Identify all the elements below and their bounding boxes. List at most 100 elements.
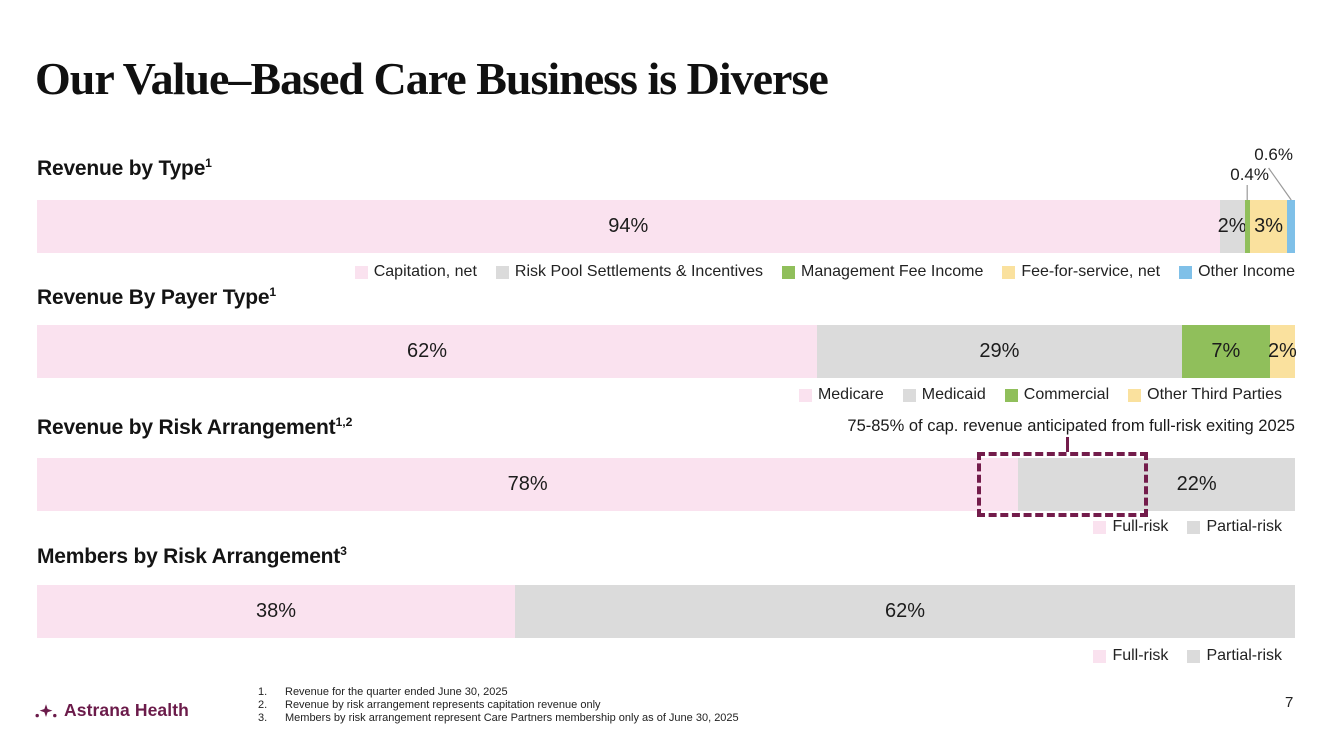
heading-superscript: 1 bbox=[269, 285, 277, 299]
legend-swatch bbox=[1128, 388, 1142, 402]
legend-item-full-risk: Full-risk bbox=[1093, 518, 1168, 536]
legend-label: Fee-for-service, net bbox=[1021, 263, 1161, 280]
callout-label-management-fee: 0.4% bbox=[1230, 165, 1269, 184]
legend-swatch bbox=[1002, 265, 1016, 279]
annotation-text: 75-85% of cap. revenue anticipated from … bbox=[847, 417, 1295, 435]
bar-segment-value: 22% bbox=[1176, 473, 1217, 495]
heading-text: Members by Risk Arrangement bbox=[37, 545, 341, 568]
heading-text: Revenue By Payer Type bbox=[37, 286, 270, 309]
legend-label: Full-risk bbox=[1112, 647, 1169, 664]
bar-segment-value: 38% bbox=[256, 600, 297, 622]
legend-swatch bbox=[782, 265, 796, 279]
footnote-item: 3. Members by risk arrangement represent … bbox=[258, 712, 739, 725]
bar-segment-value: 7% bbox=[1211, 340, 1241, 362]
heading-superscript: 3 bbox=[340, 544, 347, 558]
legend-swatch bbox=[1093, 649, 1107, 663]
legend-label: Medicare bbox=[817, 386, 884, 403]
stacked-bar: 38% 62% bbox=[37, 585, 1295, 638]
heading-text: Revenue by Type bbox=[37, 157, 206, 180]
bar-segment-management-fee-income bbox=[1244, 200, 1250, 253]
revenue-by-payer-type-legend: Medicare Medicaid Commercial Other Third Pa… bbox=[37, 385, 1295, 405]
legend-label: Full-risk bbox=[1112, 518, 1169, 535]
footnote-item: 2. Revenue by risk arrangement represents… bbox=[258, 699, 739, 712]
footnote-number: 2. bbox=[258, 699, 268, 712]
footnotes: 1. Revenue for the quarter ended June 30,… bbox=[258, 686, 739, 726]
revenue-by-payer-type-bar: 62% 29% 7% 2% bbox=[37, 325, 1297, 378]
legend-label: Partial-risk bbox=[1206, 518, 1282, 535]
legend-label: Medicaid bbox=[921, 386, 986, 403]
revenue-by-payer-type-heading: Revenue By Payer Type1 bbox=[37, 285, 276, 310]
bar-segment-commercial: 7% bbox=[1181, 325, 1270, 378]
legend-item-risk-pool-settlements-incentives: Risk Pool Settlements & Incentives bbox=[495, 263, 764, 281]
bar-segment-other-third-parties: 2% bbox=[1267, 325, 1297, 378]
legend-item-partial-risk: Partial-risk bbox=[1187, 518, 1282, 536]
page-number: 7 bbox=[1285, 694, 1294, 711]
footnote-text: Revenue for the quarter ended June 30, 2… bbox=[285, 686, 508, 698]
legend-label: Partial-risk bbox=[1206, 647, 1282, 664]
heading-superscript: 1,2 bbox=[335, 415, 353, 429]
revenue-by-type-legend: Capitation, net Risk Pool Settlements & I… bbox=[37, 262, 1295, 282]
legend-item-other-third-parties: Other Third Parties bbox=[1128, 386, 1282, 404]
legend-label: Risk Pool Settlements & Incentives bbox=[514, 263, 764, 280]
legend-swatch bbox=[1187, 520, 1201, 534]
legend-swatch bbox=[1179, 265, 1193, 279]
sparkle-dots-icon bbox=[35, 703, 57, 717]
revenue-by-risk-heading: Revenue by Risk Arrangement1,2 bbox=[37, 415, 352, 440]
footnote-number: 1. bbox=[258, 686, 268, 698]
legend-swatch bbox=[1004, 388, 1018, 402]
legend-swatch bbox=[354, 265, 368, 279]
revenue-by-type-bar: 94% 2% 3% 0.6% 0.4% bbox=[37, 145, 1295, 253]
annotation-dash-box bbox=[976, 452, 1149, 517]
legend-label: Other Income bbox=[1198, 263, 1295, 280]
legend-item-commercial: Commercial bbox=[1004, 386, 1110, 404]
revenue-by-risk-legend: Full-risk Partial-risk bbox=[37, 517, 1295, 537]
bar-segment-value: 2% bbox=[1267, 340, 1297, 362]
legend-item-medicare: Medicare bbox=[798, 386, 884, 404]
legend-swatch bbox=[1187, 649, 1201, 663]
stacked-bar: 78% 22% bbox=[37, 458, 1295, 511]
bar-segment-risk-pool-settlements-incentives: 2% bbox=[1217, 200, 1247, 253]
legend-item-fee-for-service-net: Fee-for-service, net bbox=[1002, 263, 1160, 281]
bar-segment-full-risk: 38% bbox=[37, 585, 516, 638]
footnote-text: Revenue by risk arrangement represents c… bbox=[285, 699, 601, 712]
bar-segment-value: 94% bbox=[608, 215, 649, 237]
legend-item-management-fee-income: Management Fee Income bbox=[782, 263, 983, 281]
legend-label: Other Third Parties bbox=[1147, 386, 1282, 403]
bar-segment-value: 62% bbox=[884, 600, 926, 622]
slide-title: Our Value–Based Care Business is Diverse bbox=[35, 53, 829, 104]
bar-segment-value: 29% bbox=[979, 340, 1020, 362]
revenue-by-risk-bar: 78% 22% bbox=[37, 437, 1295, 517]
members-by-risk-bar: 38% 62% bbox=[37, 585, 1295, 638]
bar-segment-medicare: 62% bbox=[37, 325, 817, 378]
legend-item-partial-risk: Partial-risk bbox=[1187, 647, 1282, 665]
logo: Astrana Health bbox=[35, 700, 189, 721]
legend-label: Commercial bbox=[1023, 386, 1110, 403]
legend-item-other-income: Other Income bbox=[1179, 263, 1295, 281]
footnote-number: 3. bbox=[258, 712, 268, 725]
legend-item-full-risk: Full-risk bbox=[1093, 647, 1168, 665]
legend-label: Capitation, net bbox=[373, 263, 477, 280]
heading-text: Revenue by Risk Arrangement bbox=[37, 416, 336, 439]
bar-segment-partial-risk: 22% bbox=[1018, 458, 1295, 511]
legend-swatch bbox=[902, 388, 916, 402]
bar-segment-value: 78% bbox=[507, 473, 548, 495]
legend-swatch bbox=[1093, 520, 1107, 534]
callout-label-other-income: 0.6% bbox=[1254, 145, 1293, 164]
stacked-bar: 94% 2% 3% bbox=[37, 200, 1295, 253]
bar-segment-capitation-net: 94% bbox=[37, 200, 1220, 253]
bar-segment-value: 2% bbox=[1217, 215, 1247, 237]
callout-leader-lines bbox=[1246, 167, 1292, 201]
legend-swatch bbox=[495, 265, 509, 279]
logo-text: Astrana Health bbox=[64, 700, 189, 720]
legend-item-capitation-net: Capitation, net bbox=[354, 263, 477, 281]
members-by-risk-heading: Members by Risk Arrangement3 bbox=[37, 544, 347, 569]
bar-segment-fee-for-service-net: 3% bbox=[1249, 200, 1288, 253]
bar-segment-value: 3% bbox=[1254, 215, 1284, 237]
legend-item-medicaid: Medicaid bbox=[902, 386, 986, 404]
members-by-risk-legend: Full-risk Partial-risk bbox=[37, 646, 1295, 666]
bar-segment-other-income bbox=[1287, 200, 1295, 253]
bar-segment-medicaid: 29% bbox=[816, 325, 1182, 378]
bar-segment-full-risk: 78% bbox=[37, 458, 1019, 511]
footnote-text: Members by risk arrangement represent Ca… bbox=[285, 712, 739, 725]
heading-superscript: 1 bbox=[205, 156, 212, 170]
